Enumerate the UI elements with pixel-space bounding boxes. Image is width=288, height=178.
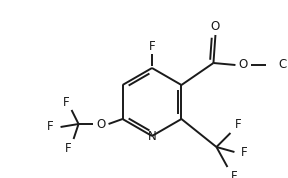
Text: F: F: [47, 121, 54, 134]
Text: F: F: [241, 145, 248, 158]
Text: O: O: [96, 117, 105, 130]
Text: F: F: [231, 171, 238, 178]
Text: F: F: [149, 40, 155, 53]
Text: N: N: [148, 130, 156, 143]
Text: O: O: [239, 59, 248, 72]
Text: F: F: [63, 96, 70, 109]
Text: F: F: [235, 119, 242, 132]
Text: O: O: [211, 20, 220, 33]
Text: CH$_3$: CH$_3$: [278, 57, 288, 73]
Text: F: F: [65, 143, 72, 156]
